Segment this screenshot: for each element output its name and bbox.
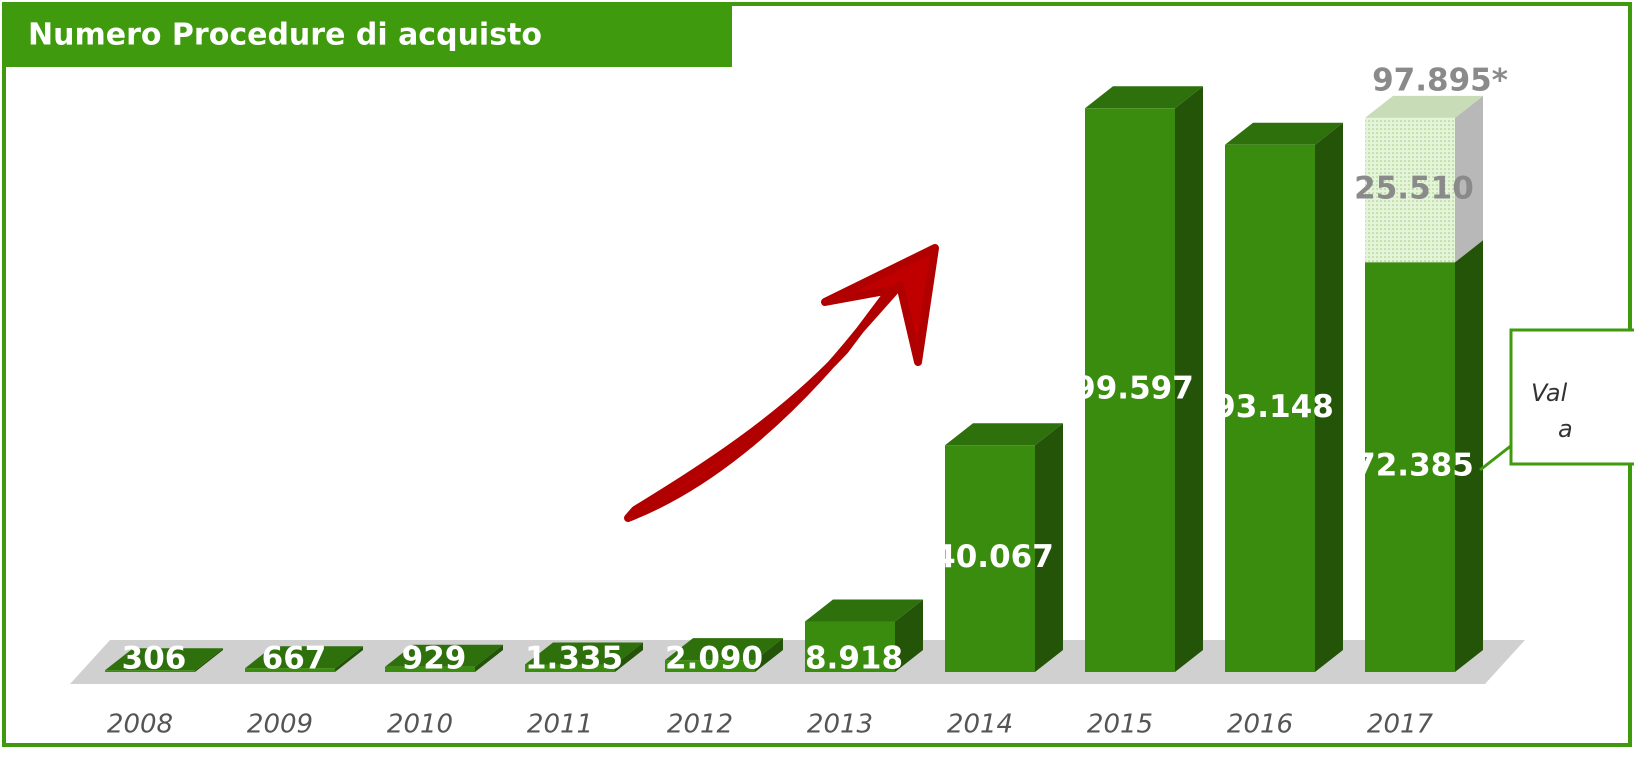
- bar-side: [195, 648, 223, 672]
- bar-side: [335, 646, 363, 672]
- bar: [1365, 117, 1455, 263]
- value-label: 40.067: [934, 539, 1054, 575]
- value-label: 929: [402, 641, 467, 677]
- bar: [1085, 108, 1175, 672]
- bar-side: [475, 644, 503, 672]
- trend-arrow: [624, 244, 939, 522]
- bar: [525, 664, 615, 672]
- bar-top: [105, 648, 223, 671]
- bar: [245, 668, 335, 672]
- bar-top: [1085, 86, 1203, 109]
- bar-top: [945, 423, 1063, 446]
- bar-side: [1315, 122, 1343, 672]
- bar-side: [895, 599, 923, 672]
- x-tick-label: 2015: [1087, 710, 1153, 740]
- bar: [105, 670, 195, 672]
- value-label: 667: [262, 641, 327, 677]
- x-tick-label: 2008: [107, 710, 173, 740]
- x-tick-label: 2017: [1367, 710, 1434, 740]
- bar-side: [1455, 240, 1483, 672]
- bar-top: [805, 599, 923, 622]
- bar-top: [245, 646, 363, 669]
- x-tick-label: 2009: [247, 710, 313, 740]
- x-tick-label: 2016: [1227, 710, 1293, 740]
- bar-side: [1175, 86, 1203, 672]
- bar-side: [1035, 423, 1063, 672]
- bar-side: [755, 638, 783, 672]
- bar-side: [1455, 95, 1483, 263]
- bar-top: [525, 642, 643, 665]
- value-label: 2.090: [665, 641, 763, 677]
- total-label: 97.895*: [1372, 62, 1508, 98]
- bar: [945, 445, 1035, 672]
- bar: [805, 621, 895, 672]
- callout-line: [1479, 443, 1513, 472]
- x-tick-label: 2013: [807, 710, 873, 740]
- value-label: 99.597: [1074, 371, 1194, 407]
- value-label: 306: [122, 641, 187, 677]
- bar-top: [1225, 122, 1343, 145]
- bar: [1365, 262, 1455, 672]
- chart-title: Numero Procedure di acquisto: [28, 18, 542, 53]
- value-label: 72.385: [1354, 448, 1474, 484]
- title-box: [5, 5, 732, 67]
- callout-box: [1509, 328, 1634, 466]
- x-tick-label: 2012: [667, 710, 733, 740]
- callout-text: Val: [1531, 379, 1568, 407]
- bar-top: [385, 644, 503, 667]
- x-tick-label: 2011: [527, 710, 593, 740]
- bar: [385, 666, 475, 672]
- bar-side: [615, 642, 643, 672]
- callout-text: a: [1558, 415, 1573, 443]
- bar: [1225, 144, 1315, 672]
- x-tick-label: 2014: [947, 710, 1013, 740]
- bar-top: [1365, 95, 1483, 118]
- value-label: 1.335: [525, 641, 623, 677]
- value-label: 8.918: [805, 641, 903, 677]
- bar-top: [665, 638, 783, 661]
- value-label: 25.510: [1354, 171, 1474, 207]
- bar: [665, 660, 755, 672]
- value-label: 93.148: [1214, 389, 1334, 425]
- x-tick-label: 2010: [387, 710, 453, 740]
